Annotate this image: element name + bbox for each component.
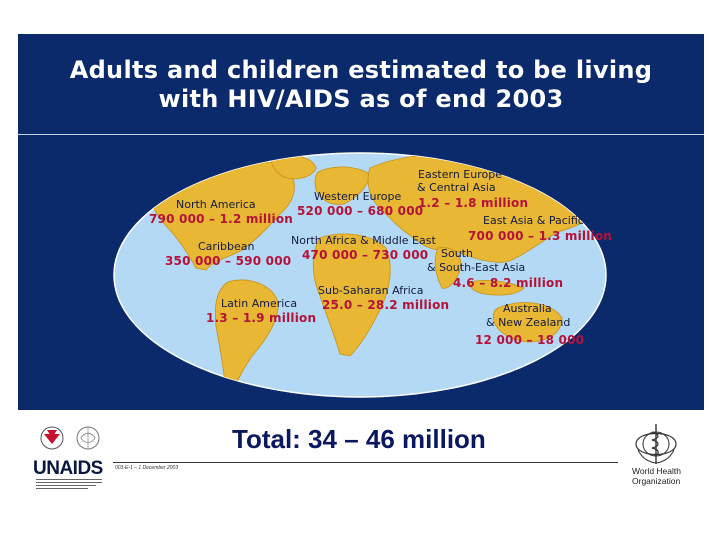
- region-north-america-value: 790 000 – 1.2 million: [149, 212, 294, 226]
- region-western-europe-name: Western Europe: [314, 190, 402, 203]
- footer-divider: [113, 462, 618, 463]
- unaids-logo-text: UNAIDS: [33, 458, 103, 479]
- region-eastern-europe-value: 1.2 – 1.8 million: [418, 196, 529, 210]
- region-latin-america-value: 1.3 – 1.9 million: [206, 311, 317, 325]
- region-north-america-name: North America: [176, 198, 256, 211]
- who-logo-text: World Health Organization: [632, 466, 692, 486]
- unaids-subtitle-lines-icon: [36, 479, 102, 489]
- region-western-europe-value: 520 000 – 680 000: [297, 204, 424, 218]
- who-logo-line-1: World Health: [632, 466, 681, 476]
- region-caribbean-value: 350 000 – 590 000: [165, 254, 292, 268]
- india-landmass: [434, 247, 462, 289]
- region-south-asia-value: 4.6 – 8.2 million: [453, 276, 564, 290]
- africa-landmass: [312, 233, 391, 357]
- south-america-landmass: [214, 279, 279, 395]
- region-australia-name-line2: & New Zealand: [486, 316, 571, 329]
- region-east-asia-pacific-name: East Asia & Pacific: [483, 214, 584, 227]
- region-sub-saharan-africa-name: Sub-Saharan Africa: [318, 284, 424, 297]
- footer-slide-code: 003-E-1 – 1 December 2003: [115, 465, 179, 471]
- region-australia-name-line1: Australia: [503, 302, 552, 315]
- region-caribbean-name: Caribbean: [198, 240, 255, 253]
- who-logo-line-2: Organization: [632, 476, 681, 486]
- total-estimate: Total: 34 – 46 million: [232, 424, 486, 454]
- region-australia-value: 12 000 – 18 000: [475, 333, 585, 347]
- region-north-africa-middle-east-value: 470 000 – 730 000: [302, 248, 429, 262]
- title-line-1: Adults and children estimated to be livi…: [69, 56, 653, 84]
- australia-landmass: [492, 302, 563, 343]
- region-eastern-europe-name-line2: & Central Asia: [417, 181, 496, 194]
- slide-title: Adults and children estimated to be livi…: [18, 56, 704, 114]
- region-eastern-europe-name-line1: Eastern Europe: [418, 168, 502, 181]
- title-divider: [18, 134, 704, 135]
- indonesia-landmass: [469, 280, 525, 296]
- region-east-asia-pacific-value: 700 000 – 1.3 million: [468, 229, 613, 243]
- unaids-emblem-icon: [40, 426, 100, 450]
- region-latin-america-name: Latin America: [221, 297, 298, 310]
- europe-landmass: [314, 166, 371, 205]
- title-line-2: with HIV/AIDS as of end 2003: [158, 85, 564, 113]
- region-south-asia-name-line2: & South-East Asia: [427, 261, 526, 274]
- region-south-asia-name-line1: South: [441, 247, 473, 260]
- who-emblem-icon: [635, 424, 677, 464]
- region-sub-saharan-africa-value: 25.0 – 28.2 million: [322, 298, 450, 312]
- region-north-africa-middle-east-name: North Africa & Middle East: [291, 234, 436, 247]
